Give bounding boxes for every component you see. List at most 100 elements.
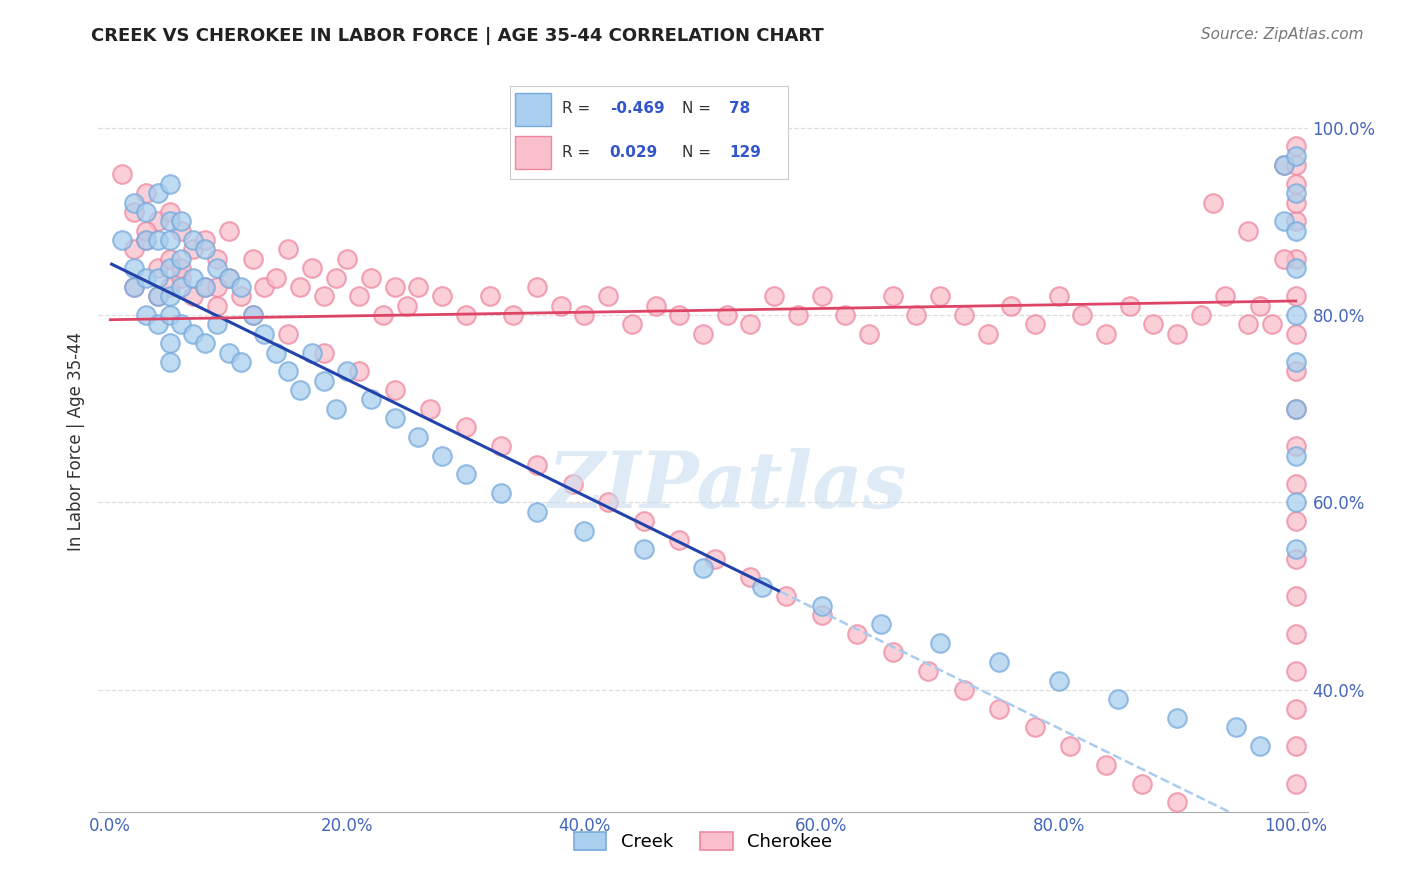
Point bbox=[242, 308, 264, 322]
Point bbox=[1225, 720, 1247, 734]
Point bbox=[1285, 701, 1308, 715]
Point bbox=[159, 355, 181, 369]
Point bbox=[810, 607, 832, 622]
Point bbox=[1285, 177, 1308, 191]
Point bbox=[1285, 449, 1308, 463]
Point bbox=[432, 449, 454, 463]
Point bbox=[491, 439, 513, 453]
Point bbox=[170, 224, 193, 238]
Point bbox=[561, 476, 583, 491]
Point bbox=[1237, 224, 1260, 238]
Point bbox=[218, 224, 240, 238]
Point bbox=[159, 233, 181, 247]
Point bbox=[312, 345, 335, 359]
Point bbox=[692, 326, 714, 341]
Point bbox=[1249, 299, 1271, 313]
Point bbox=[929, 636, 952, 650]
Point bbox=[1285, 252, 1308, 266]
Point bbox=[1024, 318, 1046, 332]
Point bbox=[1237, 318, 1260, 332]
Point bbox=[371, 308, 394, 322]
Point bbox=[194, 233, 217, 247]
Point bbox=[242, 308, 264, 322]
Point bbox=[159, 252, 181, 266]
Point bbox=[122, 243, 145, 257]
Point bbox=[1285, 551, 1308, 566]
Point bbox=[1285, 776, 1308, 790]
Point bbox=[181, 326, 204, 341]
Point bbox=[1272, 158, 1295, 172]
Point bbox=[1285, 139, 1308, 153]
Point bbox=[264, 345, 287, 359]
Point bbox=[598, 495, 620, 509]
Point bbox=[454, 308, 477, 322]
Point bbox=[1285, 664, 1308, 678]
Point bbox=[384, 411, 406, 425]
Point bbox=[159, 336, 181, 351]
Point bbox=[740, 570, 762, 584]
Point bbox=[170, 318, 193, 332]
Point bbox=[810, 289, 832, 303]
Point bbox=[336, 252, 359, 266]
Point bbox=[229, 280, 252, 294]
Point bbox=[229, 355, 252, 369]
Point bbox=[1285, 514, 1308, 528]
Point bbox=[159, 214, 181, 228]
Point bbox=[170, 214, 193, 228]
Point bbox=[929, 289, 952, 303]
Point bbox=[1202, 195, 1225, 210]
Point bbox=[1285, 195, 1308, 210]
Point bbox=[347, 289, 370, 303]
Point bbox=[1285, 214, 1308, 228]
Point bbox=[194, 280, 217, 294]
Point bbox=[205, 280, 228, 294]
Point bbox=[360, 270, 382, 285]
Point bbox=[408, 430, 430, 444]
Point bbox=[454, 467, 477, 482]
Point bbox=[146, 233, 169, 247]
Point bbox=[1166, 326, 1188, 341]
Text: ZIPatlas: ZIPatlas bbox=[547, 448, 907, 524]
Point bbox=[135, 205, 157, 219]
Point bbox=[668, 308, 690, 322]
Point bbox=[312, 374, 335, 388]
Point bbox=[135, 186, 157, 201]
Point bbox=[1024, 720, 1046, 734]
Point bbox=[218, 270, 240, 285]
Point bbox=[170, 261, 193, 276]
Point bbox=[1166, 711, 1188, 725]
Point bbox=[526, 505, 548, 519]
Point bbox=[775, 589, 797, 603]
Point bbox=[253, 280, 276, 294]
Point bbox=[1095, 757, 1118, 772]
Point bbox=[146, 289, 169, 303]
Point bbox=[598, 289, 620, 303]
Point bbox=[312, 289, 335, 303]
Point bbox=[550, 299, 572, 313]
Point bbox=[336, 364, 359, 378]
Point bbox=[159, 205, 181, 219]
Point bbox=[159, 289, 181, 303]
Point bbox=[1261, 318, 1284, 332]
Point bbox=[146, 289, 169, 303]
Point bbox=[703, 551, 725, 566]
Point bbox=[205, 252, 228, 266]
Point bbox=[146, 186, 169, 201]
Point bbox=[408, 280, 430, 294]
Point bbox=[135, 270, 157, 285]
Point bbox=[347, 364, 370, 378]
Point bbox=[264, 270, 287, 285]
Point bbox=[181, 243, 204, 257]
Point bbox=[242, 252, 264, 266]
Point bbox=[1285, 626, 1308, 640]
Point bbox=[159, 261, 181, 276]
Point bbox=[135, 308, 157, 322]
Point bbox=[1285, 308, 1308, 322]
Point bbox=[952, 308, 974, 322]
Text: Source: ZipAtlas.com: Source: ZipAtlas.com bbox=[1201, 27, 1364, 42]
Point bbox=[170, 280, 193, 294]
Point bbox=[620, 318, 643, 332]
Point bbox=[159, 308, 181, 322]
Point bbox=[1000, 299, 1022, 313]
Point bbox=[1272, 158, 1295, 172]
